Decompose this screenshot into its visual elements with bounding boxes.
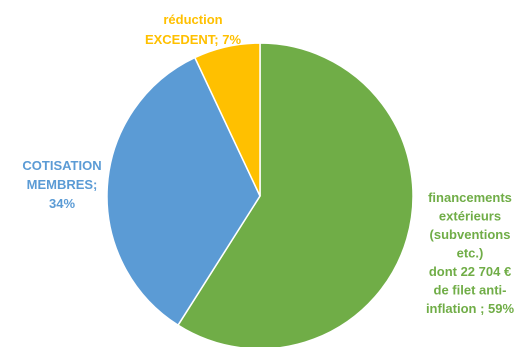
pie-slice-2 — [193, 42, 261, 197]
slice-label-line: réduction — [163, 12, 222, 27]
slice-label-line: EXCEDENT; 7% — [145, 32, 242, 47]
slice-label-line: de filet anti- — [434, 283, 507, 298]
slice-label-line: COTISATION — [22, 158, 101, 173]
slice-label-line: financements — [428, 190, 512, 205]
pie-labels: financements extérieurs (subventions etc.) d… — [22, 12, 514, 316]
slice-label-1: COTISATION MEMBRES; 34% — [22, 158, 101, 211]
pie-slice-0 — [176, 42, 414, 347]
slice-label-0: financements extérieurs (subventions etc.) d… — [426, 190, 515, 316]
pie-slice-1 — [106, 56, 261, 327]
slice-label-line: etc.) — [457, 246, 484, 261]
slice-label-line: 34% — [49, 196, 75, 211]
slice-label-line: MEMBRES; — [27, 177, 98, 192]
slice-label-line: extérieurs — [439, 209, 501, 224]
slice-label-line: dont 22 704 € — [429, 264, 511, 279]
slice-label-line: (subventions — [430, 227, 511, 242]
slice-label-2: réduction EXCEDENT; 7% — [145, 12, 242, 47]
pie-slices — [106, 42, 414, 347]
slice-label-line: inflation ; 59% — [426, 301, 515, 316]
